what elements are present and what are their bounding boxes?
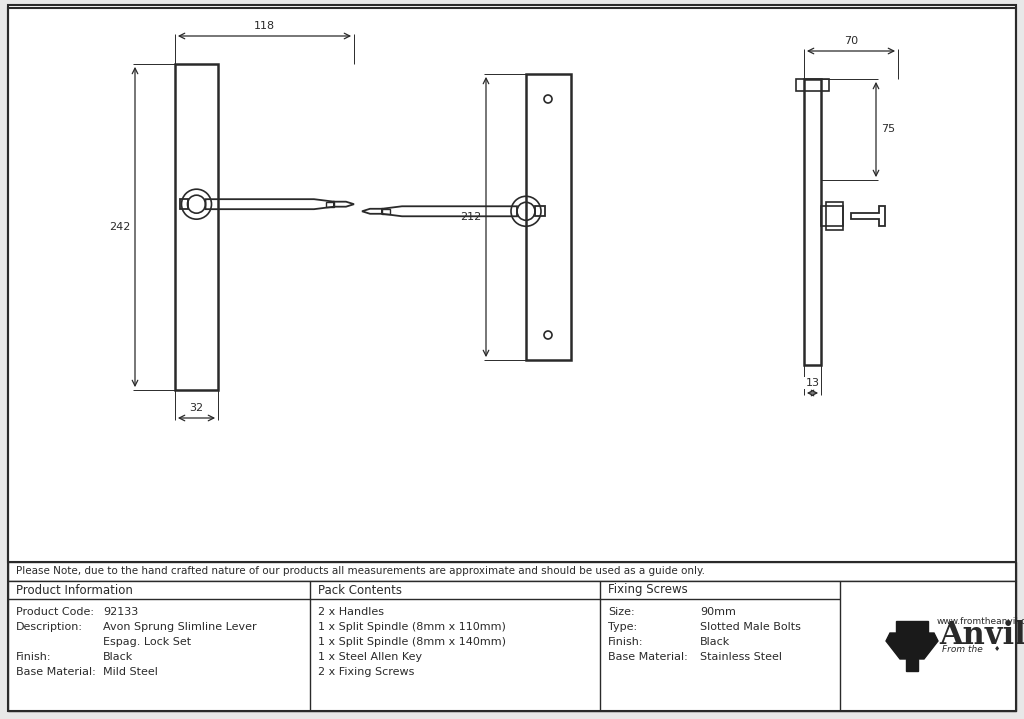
Text: 212: 212: [460, 212, 481, 222]
Text: Finish:: Finish:: [608, 637, 643, 647]
Text: Type:: Type:: [608, 622, 637, 632]
Bar: [175, 64, 218, 390]
Text: Black: Black: [103, 652, 133, 662]
Text: 70: 70: [844, 36, 858, 46]
Bar: [326, 202, 334, 206]
Text: From the: From the: [942, 644, 983, 654]
Bar: [8, 581, 1016, 711]
Text: Anvil: Anvil: [939, 620, 1024, 651]
Text: 75: 75: [881, 124, 895, 134]
Text: 32: 32: [189, 403, 204, 413]
Text: 118: 118: [254, 21, 275, 31]
Text: Mild Steel: Mild Steel: [103, 667, 158, 677]
Text: Description:: Description:: [16, 622, 83, 632]
Text: ♦: ♦: [994, 646, 1000, 652]
Text: 1 x Steel Allen Key: 1 x Steel Allen Key: [318, 652, 422, 662]
Text: Slotted Male Bolts: Slotted Male Bolts: [700, 622, 801, 632]
Text: Fixing Screws: Fixing Screws: [608, 584, 688, 597]
Bar: [382, 209, 390, 214]
Text: 242: 242: [109, 222, 130, 232]
Text: Please Note, due to the hand crafted nature of our products all measurements are: Please Note, due to the hand crafted nat…: [16, 567, 705, 577]
Text: Product Code:: Product Code:: [16, 607, 94, 617]
Text: Finish:: Finish:: [16, 652, 51, 662]
Text: Espag. Lock Set: Espag. Lock Set: [103, 637, 191, 647]
Bar: [896, 621, 928, 633]
Text: 1 x Split Spindle (8mm x 110mm): 1 x Split Spindle (8mm x 110mm): [318, 622, 506, 632]
Bar: [821, 206, 843, 226]
Text: www.fromtheanvil.co.uk: www.fromtheanvil.co.uk: [937, 616, 1024, 626]
Bar: [8, 5, 1016, 562]
Text: 2 x Fixing Screws: 2 x Fixing Screws: [318, 667, 415, 677]
Text: Avon Sprung Slimline Lever: Avon Sprung Slimline Lever: [103, 622, 257, 632]
Text: Base Material:: Base Material:: [608, 652, 688, 662]
Bar: [796, 79, 829, 91]
Bar: [826, 202, 843, 230]
Text: Black: Black: [700, 637, 730, 647]
Text: 92133: 92133: [103, 607, 138, 617]
Polygon shape: [906, 659, 918, 671]
Text: Base Material:: Base Material:: [16, 667, 96, 677]
Text: Pack Contents: Pack Contents: [318, 584, 402, 597]
Text: 2 x Handles: 2 x Handles: [318, 607, 384, 617]
Text: 90mm: 90mm: [700, 607, 736, 617]
Text: Size:: Size:: [608, 607, 635, 617]
Bar: [8, 562, 1016, 581]
Text: Product Information: Product Information: [16, 584, 133, 597]
Text: 13: 13: [806, 378, 819, 388]
Text: 1 x Split Spindle (8mm x 140mm): 1 x Split Spindle (8mm x 140mm): [318, 637, 506, 647]
Polygon shape: [886, 633, 938, 659]
Bar: [526, 74, 571, 360]
Bar: [804, 79, 821, 365]
Text: Stainless Steel: Stainless Steel: [700, 652, 782, 662]
